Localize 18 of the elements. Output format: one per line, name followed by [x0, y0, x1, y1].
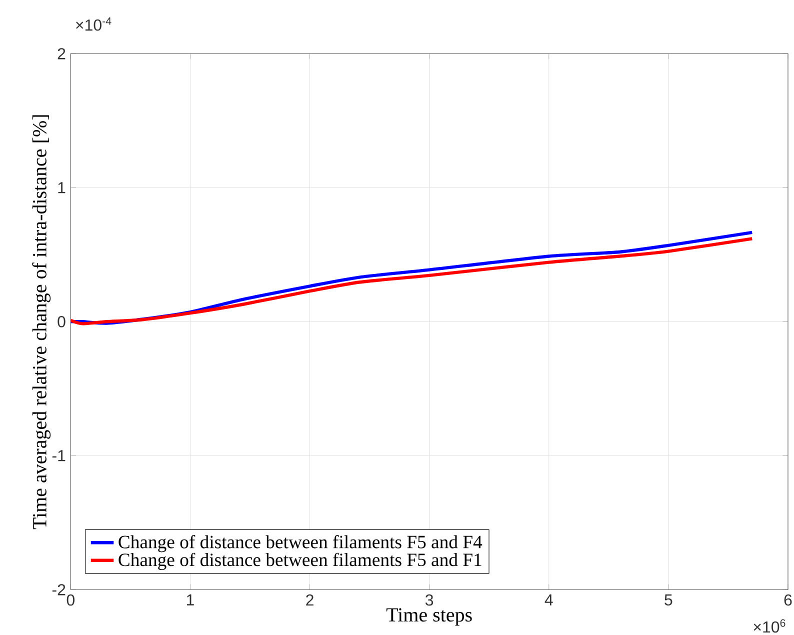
x-tick-label: 1 — [186, 594, 194, 606]
x-tick-label: 5 — [664, 594, 672, 606]
x-tick-label: 3 — [425, 594, 434, 606]
text: ×10$^{6}$ — [754, 619, 786, 633]
y-tick-label: -2 — [52, 584, 66, 596]
y-tick-label: -1 — [52, 450, 66, 462]
y-axis-title: Time averaged relative change of intra-distance [%] — [32, 115, 51, 530]
x-tick-label: 4 — [544, 594, 553, 606]
legend-label: Change of distance between filaments F5 and F1 — [118, 552, 482, 570]
x-tick-label: 0 — [66, 594, 75, 606]
x-tick-label: 2 — [306, 594, 314, 606]
y-tick-label: 1 — [58, 182, 66, 194]
x-tick-label: 6 — [784, 594, 792, 606]
y-tick-label: 2 — [58, 48, 66, 60]
legend-label: Change of distance between filaments F5 and F4 — [118, 535, 482, 552]
y-tick-label: 0 — [58, 316, 66, 328]
x-axis-title: Time steps — [386, 608, 472, 626]
text: ×10$^{-4}$ — [76, 17, 112, 31]
